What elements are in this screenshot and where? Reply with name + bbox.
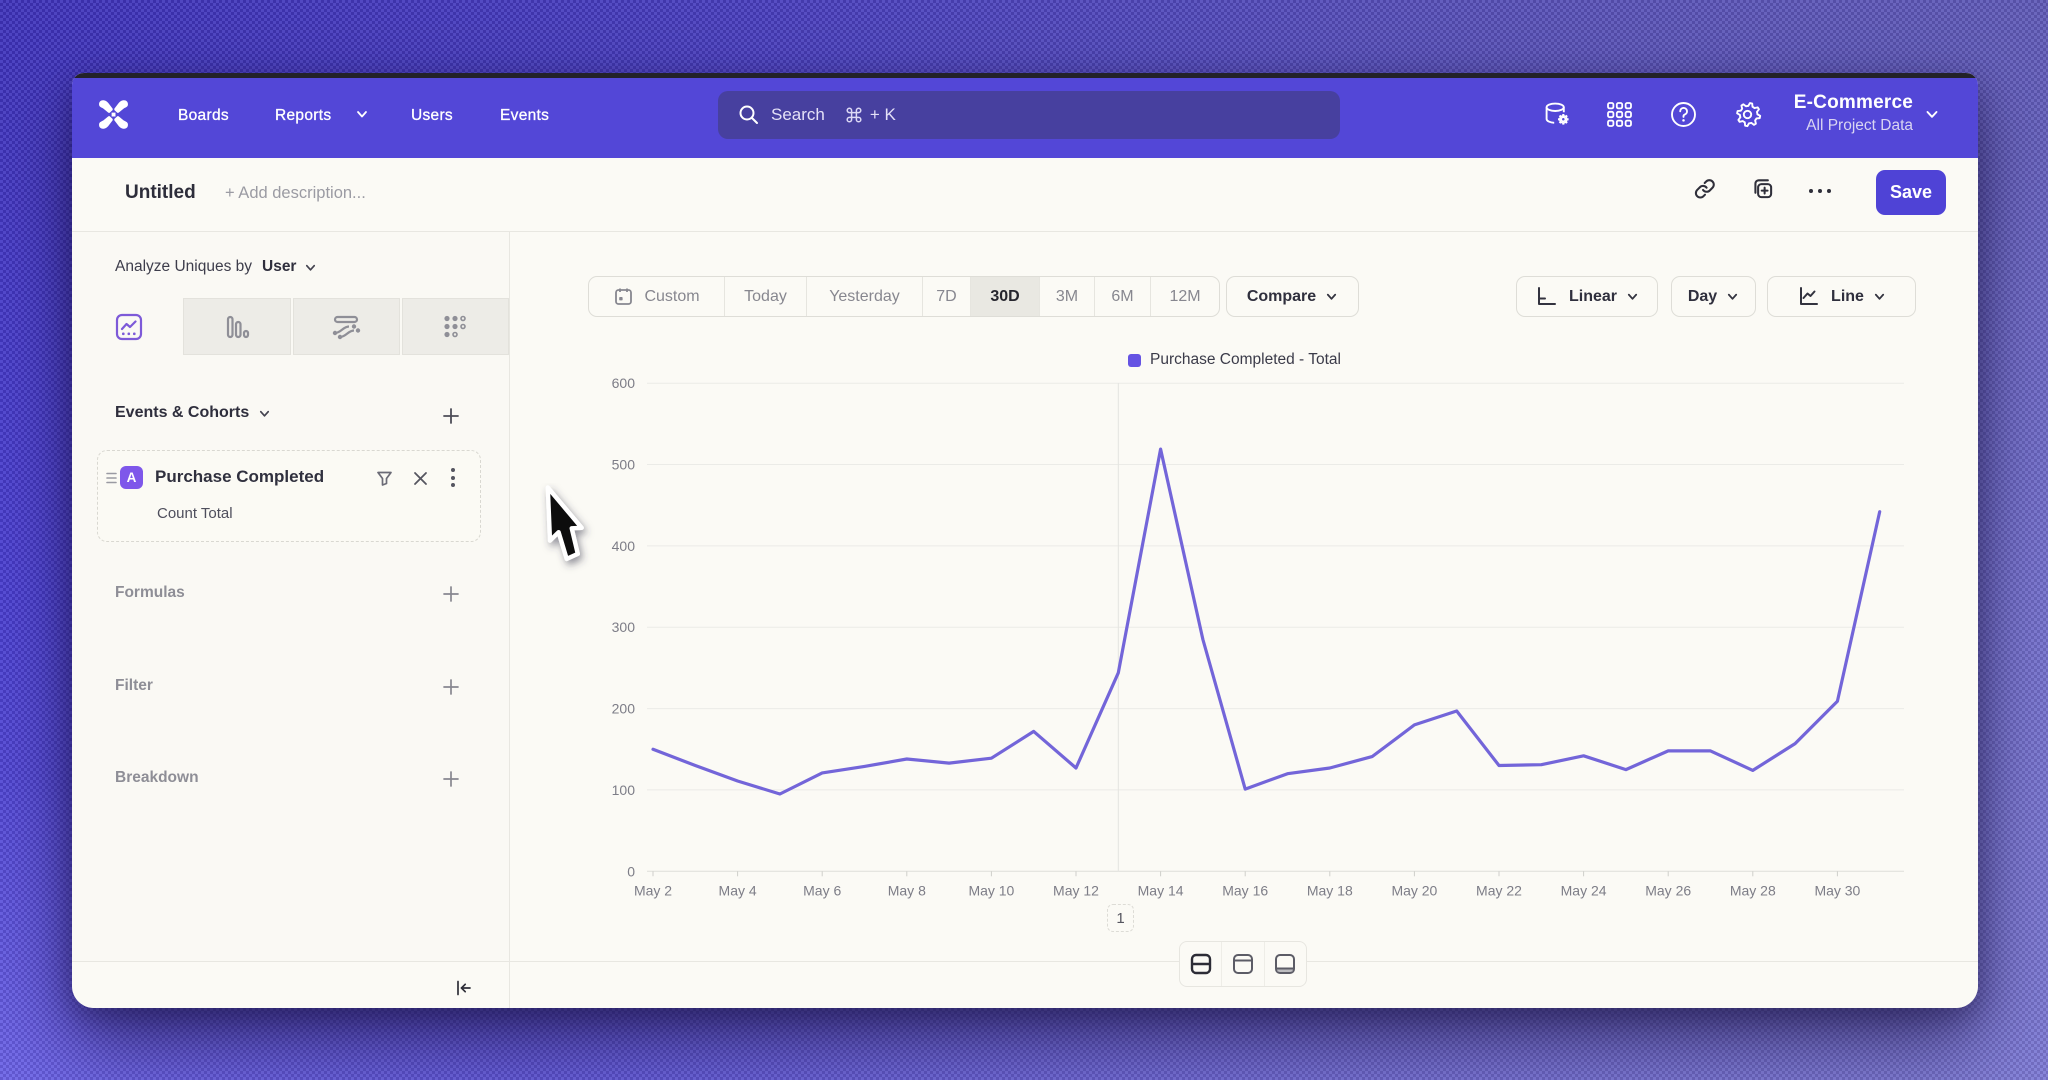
svg-text:May 24: May 24: [1561, 882, 1607, 898]
svg-text:May 10: May 10: [968, 882, 1014, 898]
svg-text:300: 300: [612, 619, 636, 635]
svg-text:May 20: May 20: [1391, 882, 1437, 898]
svg-text:500: 500: [612, 457, 636, 473]
svg-text:May 30: May 30: [1814, 882, 1860, 898]
svg-text:May 26: May 26: [1645, 882, 1691, 898]
svg-text:May 18: May 18: [1307, 882, 1353, 898]
svg-text:May 4: May 4: [719, 882, 757, 898]
svg-text:May 12: May 12: [1053, 882, 1099, 898]
svg-text:100: 100: [612, 782, 636, 798]
svg-text:200: 200: [612, 701, 636, 717]
svg-text:May 22: May 22: [1476, 882, 1522, 898]
svg-text:0: 0: [627, 863, 635, 879]
svg-text:400: 400: [612, 538, 636, 554]
svg-text:May 14: May 14: [1138, 882, 1184, 898]
svg-text:May 8: May 8: [888, 882, 926, 898]
svg-text:May 2: May 2: [634, 882, 672, 898]
svg-text:May 28: May 28: [1730, 882, 1776, 898]
svg-text:May 6: May 6: [803, 882, 841, 898]
svg-text:600: 600: [612, 375, 636, 391]
svg-text:May 16: May 16: [1222, 882, 1268, 898]
